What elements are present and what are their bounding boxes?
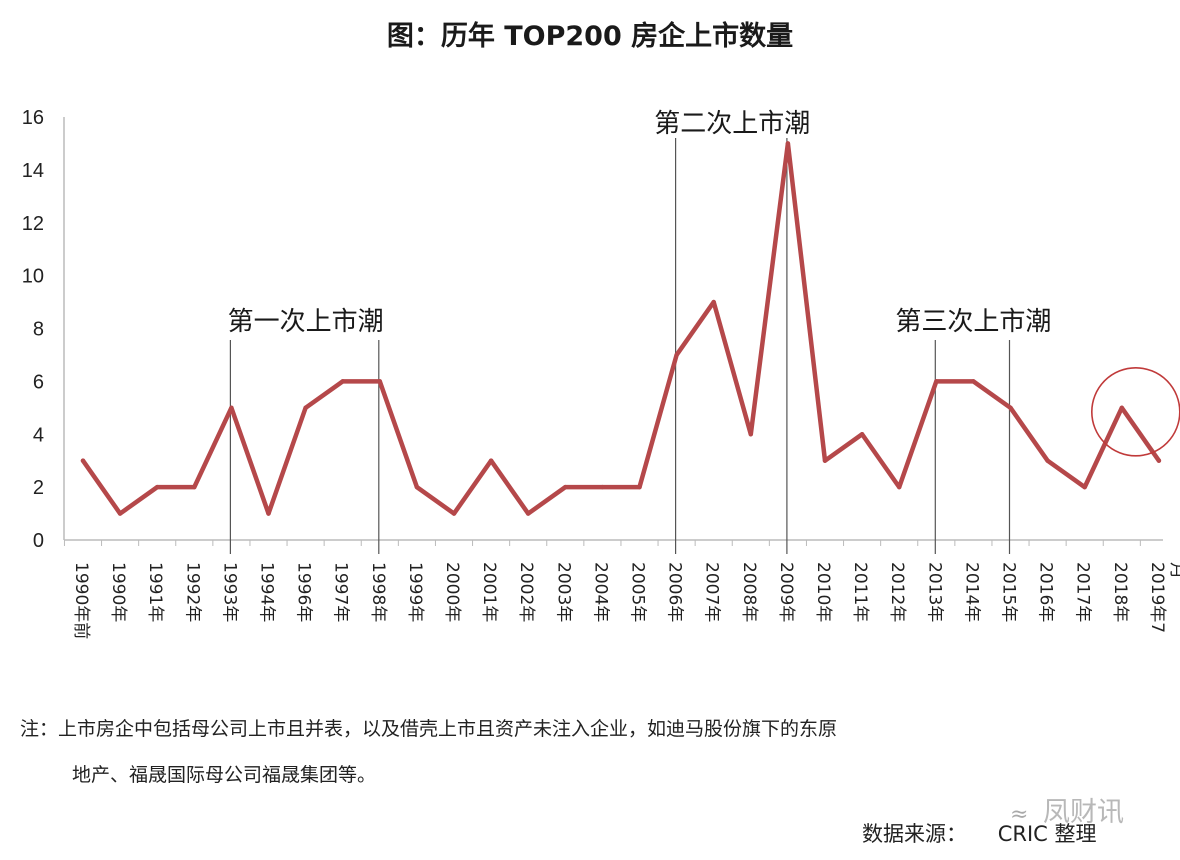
data-point	[600, 484, 605, 490]
data-point	[229, 405, 234, 411]
x-tick-label: 1997年	[331, 562, 351, 622]
data-point	[488, 458, 494, 463]
x-tick-label: 2011年	[850, 562, 870, 622]
x-tick-label: 2014年	[961, 562, 981, 622]
x-tick-label: 1992年	[182, 562, 202, 622]
data-point	[414, 484, 420, 490]
data-point	[822, 458, 828, 463]
series-polyline	[80, 141, 1162, 516]
x-tick-label: 2006年	[665, 562, 685, 622]
x-tick-label: 2000年	[442, 562, 462, 622]
signal-wave-icon: ≈	[1010, 802, 1029, 827]
series-line	[80, 141, 1162, 516]
x-tick-label: 2007年	[702, 562, 722, 622]
data-point	[971, 379, 976, 384]
data-point	[526, 511, 531, 516]
x-tick-label: 2002年	[516, 562, 536, 622]
watermark-text: 凤财讯	[1043, 797, 1125, 828]
data-point	[859, 432, 865, 437]
x-tick-label: 2017年	[1073, 562, 1093, 622]
data-point	[377, 379, 382, 384]
x-tick-label: 2018年	[1110, 562, 1130, 622]
data-point	[451, 511, 457, 516]
data-point	[563, 484, 568, 490]
chart-title: 图：历年 TOP200 房企上市数量	[386, 21, 794, 52]
data-point	[80, 458, 86, 463]
x-tick-label: 1994年	[257, 562, 277, 622]
data-point	[303, 405, 308, 411]
x-tick-label: 2013年	[924, 562, 944, 622]
y-tick-label: 4	[33, 424, 44, 446]
x-tick-label: 1993年	[219, 562, 239, 622]
data-point	[785, 141, 791, 146]
x-tick-label: 1999年	[405, 562, 425, 622]
highlight-circle-layer	[1091, 367, 1180, 457]
x-tick-label: 1996年	[294, 562, 314, 622]
x-tick-label: 2001年	[479, 562, 499, 622]
x-tick-label: 2009年	[776, 562, 796, 622]
x-axis-labels: 1990年前 1990年 1991年 1992年 1993年 1994年 1996年 1997…	[71, 562, 1180, 639]
y-tick-label: 0	[33, 530, 44, 552]
x-tick-label: 2003年	[553, 562, 573, 622]
x-tick-label: 2016年	[1036, 562, 1056, 622]
annotation-label: 第一次上市潮	[228, 307, 384, 337]
y-tick-label: 10	[22, 266, 44, 288]
data-point	[748, 432, 753, 437]
source-value: CRIC 整理	[997, 822, 1097, 846]
y-tick-label: 16	[22, 107, 44, 129]
x-tick-label: 2004年	[590, 562, 610, 622]
y-tick-label: 2	[33, 477, 44, 499]
x-tick-label: 1990年前	[71, 562, 91, 639]
x-tick-label: 1991年	[145, 562, 165, 622]
data-point	[934, 379, 939, 384]
data-point	[155, 484, 160, 490]
data-point	[117, 511, 123, 516]
data-point	[1045, 458, 1050, 463]
data-point	[1082, 484, 1087, 490]
y-axis-ticks: 0 2 4 6 8 10 12 14 16	[22, 107, 1163, 552]
data-point	[266, 511, 271, 516]
y-tick-label: 14	[22, 160, 44, 182]
x-tick-label: 2008年	[739, 562, 759, 622]
highlight-circle	[1091, 367, 1180, 457]
x-tick-label: 2019年7月	[1147, 562, 1180, 633]
data-source: 数据来源： CRIC 整理	[862, 818, 1096, 848]
x-tick-label: 2010年	[813, 562, 833, 622]
note-line-2: 地产、福晟国际母公司福晟集团等。	[72, 764, 377, 786]
watermark: ≈ 凤财讯	[1010, 790, 1124, 829]
x-tick-label: 2012年	[887, 562, 907, 622]
x-tick-label: 1990年	[108, 562, 128, 622]
data-point	[1008, 405, 1013, 411]
note-line-1: 注：上市房企中包括母公司上市且并表，以及借壳上市且资产未注入企业，如迪马股份旗下…	[20, 718, 838, 740]
y-tick-label: 8	[33, 319, 44, 341]
data-point	[637, 484, 642, 490]
annotation-lines	[229, 138, 1011, 554]
y-tick-label: 12	[22, 213, 44, 235]
annotation-label: 第三次上市潮	[895, 307, 1051, 337]
data-point	[340, 379, 345, 384]
source-label: 数据来源：	[862, 822, 967, 846]
data-point	[1156, 458, 1162, 463]
x-tick-label: 2015年	[999, 562, 1019, 622]
x-tick-label: 2005年	[628, 562, 648, 622]
data-point	[711, 299, 716, 305]
data-point	[674, 352, 679, 358]
y-tick-label: 6	[33, 371, 44, 393]
data-point	[192, 484, 197, 490]
data-point	[897, 484, 902, 490]
x-tick-label: 1998年	[368, 562, 388, 622]
annotation-label: 第二次上市潮	[654, 109, 810, 139]
data-point	[1119, 405, 1125, 411]
